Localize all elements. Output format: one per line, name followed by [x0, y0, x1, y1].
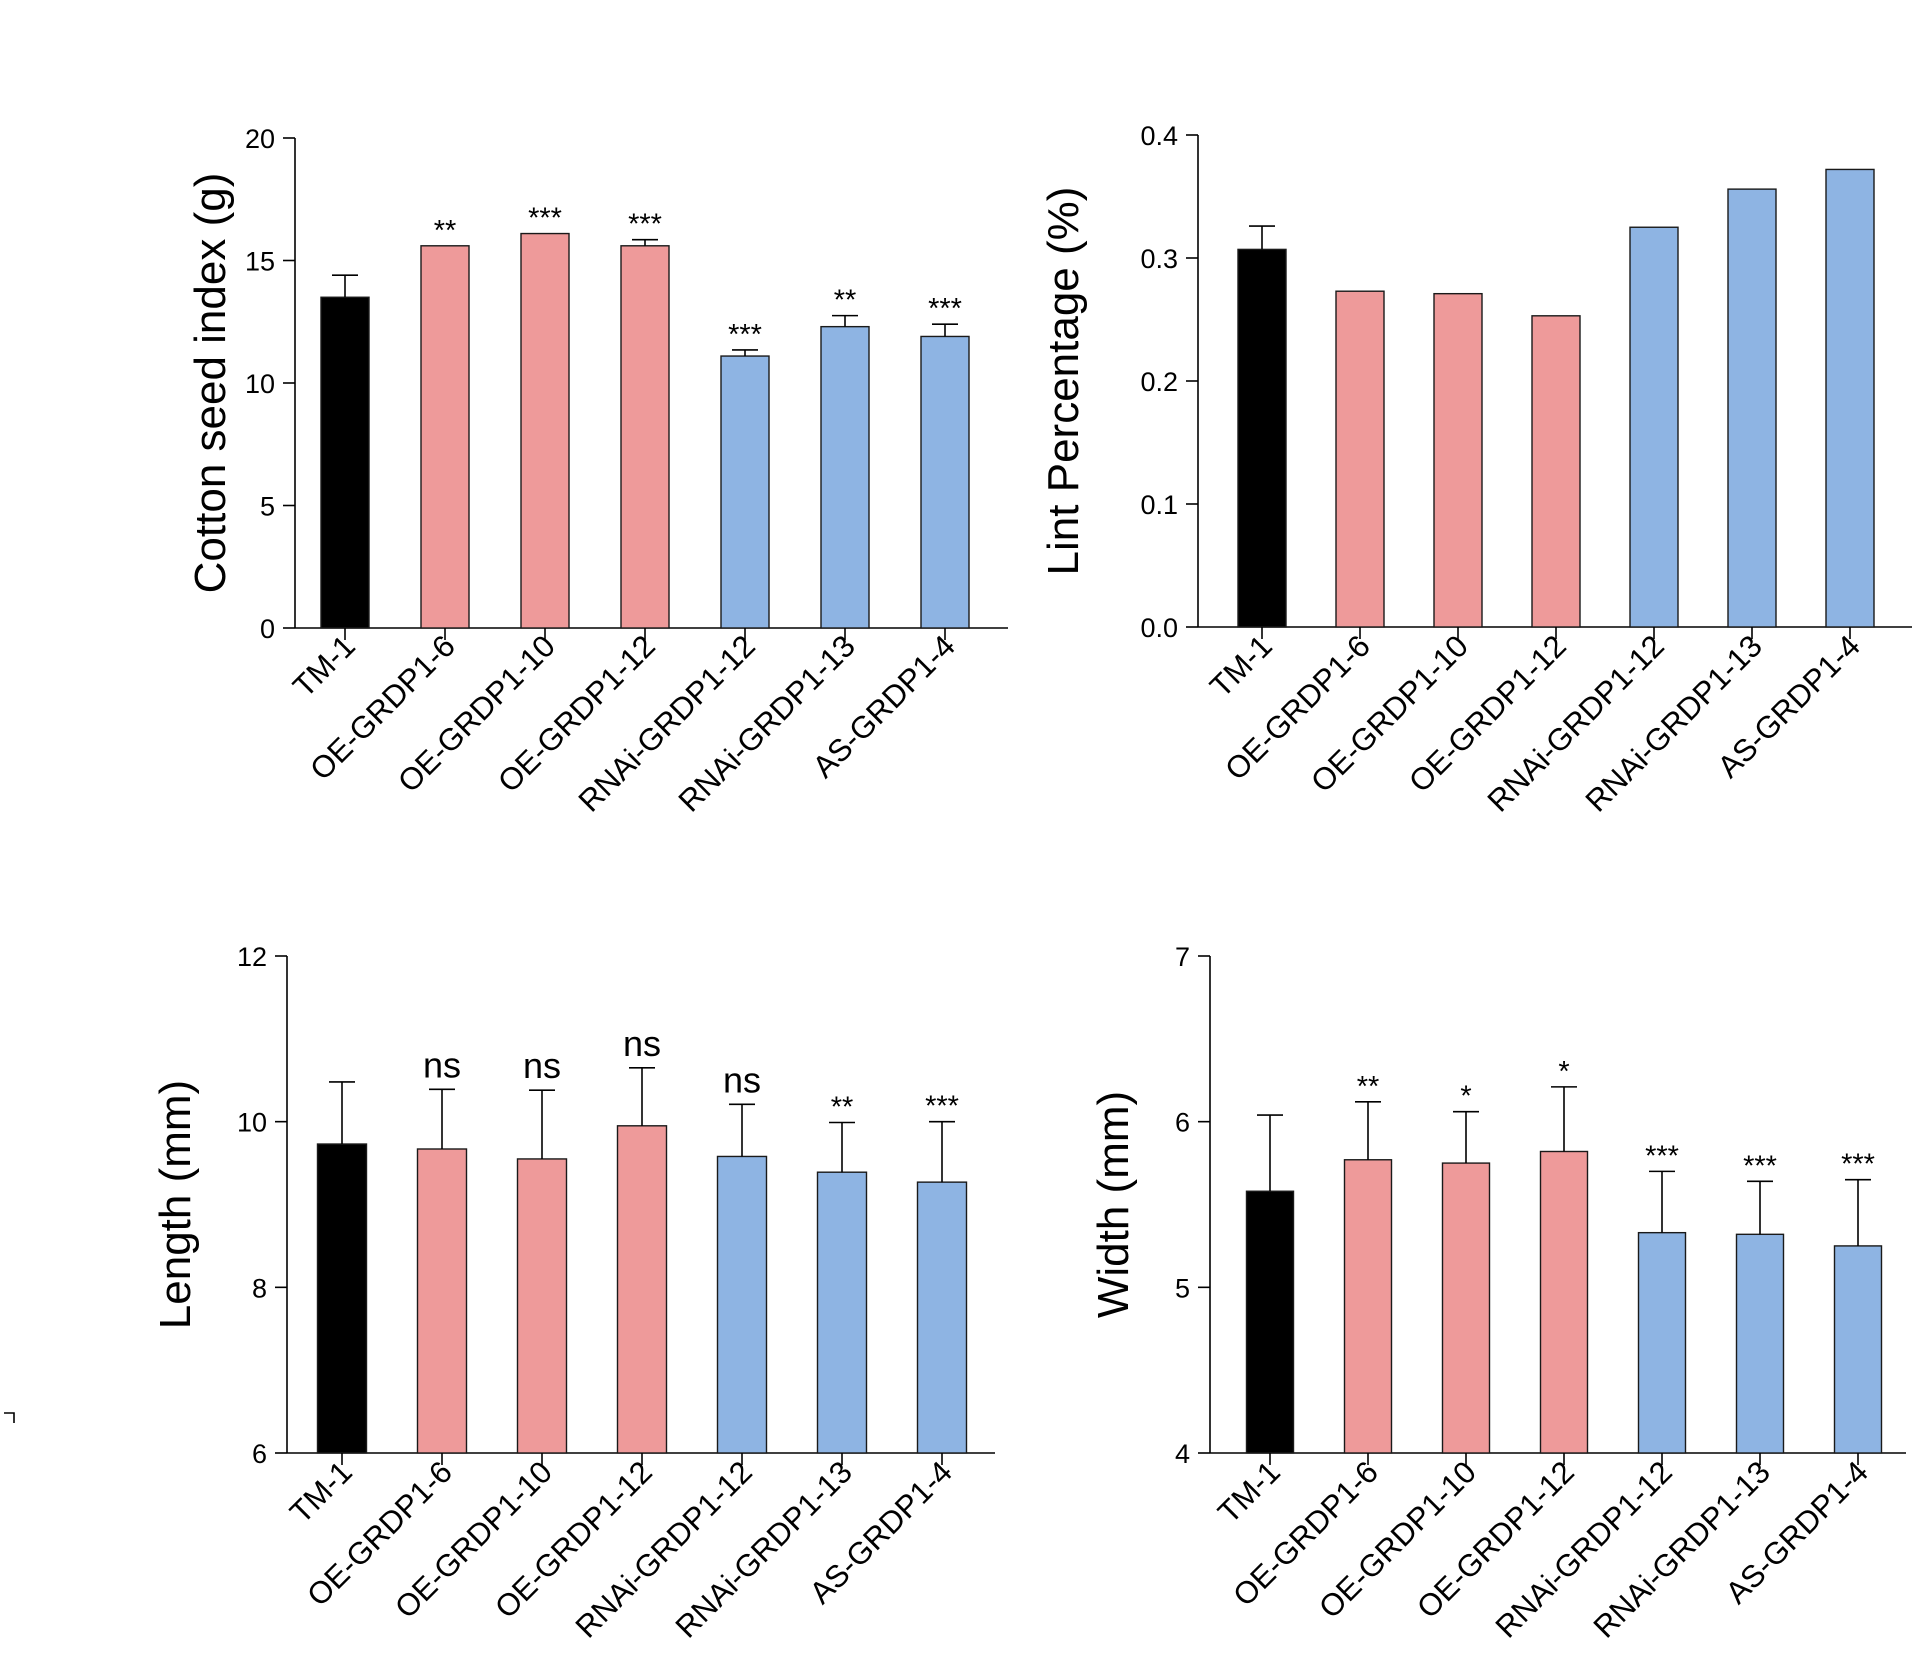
bar [1335, 290, 1385, 628]
significance-label: ns [523, 1045, 561, 1086]
bar [1245, 1190, 1295, 1454]
significance-label: ns [723, 1059, 761, 1100]
significance-label: *** [728, 319, 762, 351]
bar [1531, 315, 1581, 628]
y-tick-label: 4 [1175, 1439, 1190, 1469]
bar [1433, 292, 1483, 628]
bar [1825, 168, 1875, 628]
y-tick-label: 0 [260, 614, 275, 644]
significance-label: ns [623, 1023, 661, 1064]
bar [316, 1143, 368, 1454]
y-tick-label: 0.2 [1140, 367, 1178, 397]
y-axis-title: Cotton seed index (g) [186, 173, 235, 594]
y-tick-label: 10 [237, 1108, 267, 1138]
x-tick-label: TM-1 [283, 1454, 359, 1530]
significance-label: *** [528, 203, 562, 235]
y-axis-title: Width (mm) [1089, 1091, 1138, 1318]
x-tick-label: RNAi-GRDP1-12 [1489, 1454, 1679, 1644]
y-tick-label: 12 [237, 942, 267, 972]
bar [816, 1171, 868, 1454]
y-tick-label: 0.1 [1140, 490, 1178, 520]
x-tick-label: TM-1 [286, 628, 362, 704]
x-tick-label: RNAi-GRDP1-12 [1481, 628, 1671, 818]
y-tick-label: 7 [1175, 942, 1190, 972]
bar [620, 245, 670, 629]
significance-label: *** [1645, 1140, 1679, 1172]
y-tick-label: 5 [260, 492, 275, 522]
significance-label: ** [831, 1091, 854, 1123]
bar [1629, 226, 1679, 628]
bar [920, 335, 970, 629]
x-tick-label: RNAi-GRDP1-13 [672, 628, 862, 818]
bar [1343, 1159, 1393, 1454]
bar [420, 245, 470, 629]
significance-label: ** [434, 215, 457, 247]
bar [1237, 248, 1287, 628]
bar [1539, 1150, 1589, 1454]
significance-label: *** [1743, 1150, 1777, 1182]
bar [516, 1158, 568, 1454]
y-tick-label: 0.4 [1140, 121, 1178, 151]
bar [1833, 1245, 1883, 1454]
y-axis-title: Lint Percentage (%) [1039, 187, 1088, 576]
bar [320, 296, 370, 629]
y-axis-title: Length (mm) [151, 1080, 200, 1329]
significance-label: * [1460, 1081, 1471, 1113]
y-tick-label: 0.0 [1140, 613, 1178, 643]
significance-label: ** [834, 285, 857, 317]
bar [1441, 1162, 1491, 1454]
y-tick-label: 8 [252, 1273, 267, 1303]
significance-label: ** [1357, 1071, 1380, 1103]
significance-label: *** [628, 209, 662, 241]
significance-label: *** [925, 1091, 959, 1123]
bar [416, 1148, 468, 1454]
y-tick-label: 15 [245, 247, 275, 277]
significance-label: *** [1841, 1149, 1875, 1181]
bar [720, 355, 770, 629]
bar [616, 1125, 668, 1454]
x-tick-label: TM-1 [1203, 628, 1279, 704]
x-tick-label: TM-1 [1211, 1454, 1287, 1530]
significance-label: ns [423, 1044, 461, 1085]
y-tick-label: 5 [1175, 1273, 1190, 1303]
x-tick-label: RNAi-GRDP1-12 [572, 628, 762, 818]
bar [1735, 1233, 1785, 1454]
bar [916, 1181, 968, 1454]
bar [1637, 1231, 1687, 1454]
bar [1727, 188, 1777, 628]
x-tick-label: RNAi-GRDP1-12 [569, 1454, 759, 1644]
y-tick-label: 20 [245, 124, 275, 154]
x-tick-label: RNAi-GRDP1-13 [1579, 628, 1769, 818]
significance-label: * [1558, 1056, 1569, 1088]
y-tick-label: 6 [252, 1439, 267, 1469]
y-tick-label: 10 [245, 369, 275, 399]
y-tick-label: 6 [1175, 1108, 1190, 1138]
bar [716, 1155, 768, 1454]
x-tick-label: RNAi-GRDP1-13 [669, 1454, 859, 1644]
x-tick-label: RNAi-GRDP1-13 [1587, 1454, 1777, 1644]
y-tick-label: 0.3 [1140, 244, 1178, 274]
panel-corner-mark [4, 1412, 15, 1423]
bar [520, 232, 570, 629]
bar [820, 325, 870, 629]
significance-label: *** [928, 293, 962, 325]
